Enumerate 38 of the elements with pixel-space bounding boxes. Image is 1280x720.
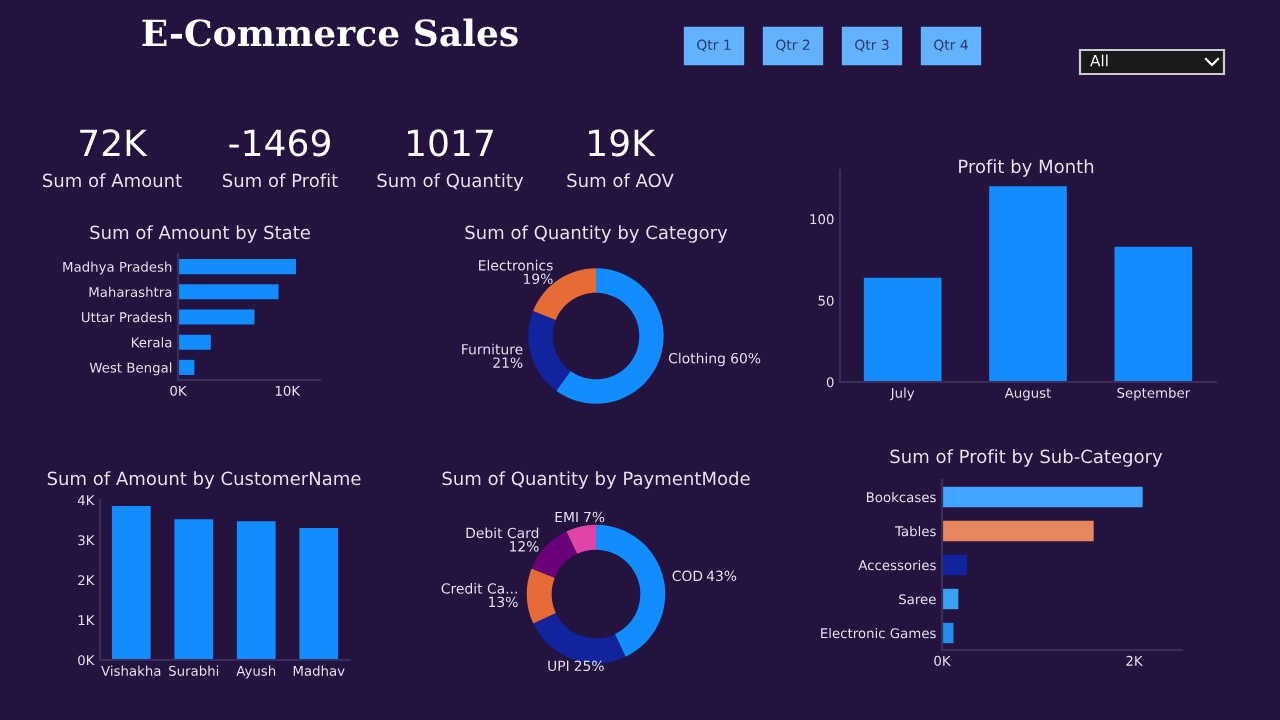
bar (863, 277, 942, 382)
donut-slice (533, 612, 626, 664)
text: Sum of Quantity (377, 173, 524, 191)
bar (174, 519, 214, 660)
bar (178, 284, 279, 300)
bar (942, 486, 1143, 508)
text: 72K (80, 129, 148, 156)
bar (111, 506, 151, 660)
bar (942, 588, 959, 610)
chart-title: Profit by Month (959, 159, 1094, 177)
donut-slice (556, 268, 664, 404)
bar (942, 554, 967, 576)
donut-slice (528, 311, 571, 391)
bar (299, 528, 339, 660)
text: Sum of Amount (43, 173, 182, 188)
chart-title: Sum of Profit by Sub-Category (890, 449, 1163, 467)
bar (178, 309, 255, 325)
text: -1469 (229, 129, 330, 157)
bar (178, 334, 211, 350)
chart-title: Sum of Amount by State (90, 225, 310, 243)
text: Sum of Profit (222, 173, 338, 188)
donut-slice (596, 524, 666, 657)
text: 19K (589, 129, 656, 157)
bar (178, 259, 296, 275)
bar (178, 359, 195, 375)
bar (1114, 246, 1193, 382)
bar (236, 521, 276, 660)
bar (989, 186, 1067, 382)
chart-title: Sum of Amount by CustomerName (47, 471, 361, 489)
chart-title: Sum of Quantity by Category (465, 225, 728, 243)
donut-slice (566, 524, 596, 554)
text: E-Commerce Sales (142, 18, 518, 47)
chart-title: Sum of Quantity by PaymentMode (442, 471, 750, 489)
bar (942, 520, 1094, 542)
text: Sum of AOV (567, 173, 674, 188)
bar (942, 622, 954, 644)
text: 1017 (408, 129, 493, 157)
donut-slice (526, 568, 556, 624)
